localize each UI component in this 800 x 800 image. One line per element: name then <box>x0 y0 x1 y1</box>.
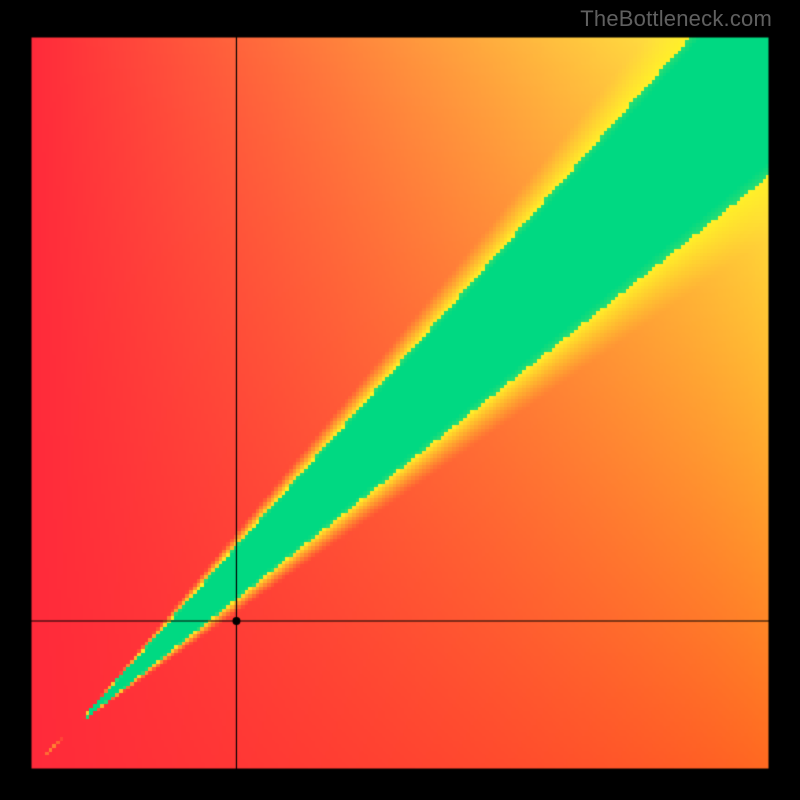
watermark-label: TheBottleneck.com <box>580 6 772 32</box>
heatmap-frame <box>30 36 770 770</box>
page-root: TheBottleneck.com <box>0 0 800 800</box>
heatmap-canvas <box>30 36 770 770</box>
